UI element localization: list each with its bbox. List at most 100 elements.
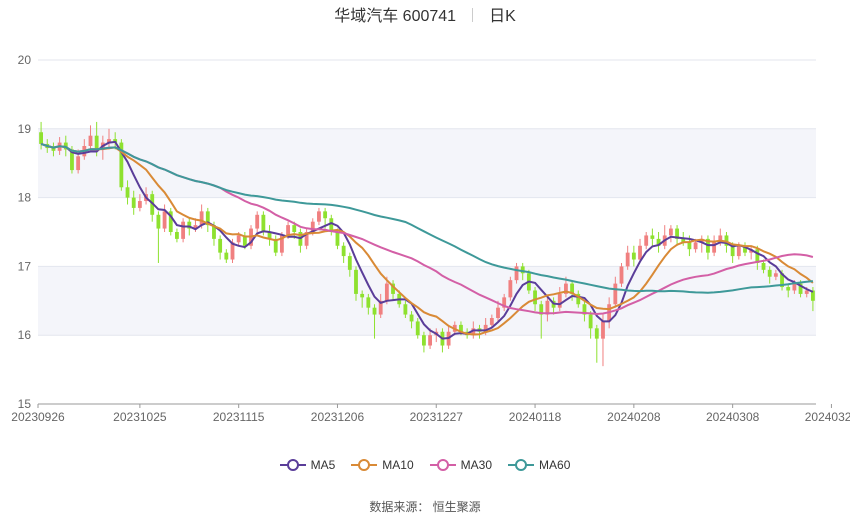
legend-item-ma5[interactable]: MA5 xyxy=(279,458,336,472)
candle xyxy=(403,300,408,318)
candle xyxy=(131,190,136,215)
candle-body xyxy=(489,318,494,325)
legend-label: MA30 xyxy=(460,458,493,472)
candle xyxy=(181,218,186,243)
candle xyxy=(168,207,173,236)
candle-body xyxy=(347,256,352,270)
candle xyxy=(539,300,544,339)
candle-body xyxy=(212,225,216,239)
x-tick-label: 20240208 xyxy=(607,410,661,424)
candle xyxy=(489,314,494,329)
candle-body xyxy=(428,335,433,346)
period-label[interactable]: 日K xyxy=(489,8,516,25)
candle-body xyxy=(286,225,290,236)
candle-body xyxy=(255,214,260,229)
candle-body xyxy=(718,235,723,243)
candle xyxy=(150,190,155,222)
candle xyxy=(125,180,130,205)
candle xyxy=(156,211,161,263)
candle-body xyxy=(403,304,408,315)
candle xyxy=(755,245,760,270)
stock-name: 华域汽车 600741 xyxy=(334,8,457,25)
candle-body xyxy=(502,297,507,308)
candle-body xyxy=(514,266,519,281)
candle xyxy=(786,283,791,298)
y-axis-ticks: 15 16 17 18 19 20 xyxy=(18,53,32,411)
legend-marker-icon xyxy=(351,459,378,471)
candle xyxy=(304,228,309,250)
candle-body xyxy=(656,238,661,246)
candle-body xyxy=(508,280,513,298)
candle xyxy=(656,232,661,253)
candle-body xyxy=(471,328,476,336)
legend-item-ma30[interactable]: MA30 xyxy=(429,458,493,472)
candle-body xyxy=(88,135,93,146)
legend: MA5 MA10 MA30 MA60 xyxy=(0,458,850,475)
candle-body xyxy=(767,269,772,277)
candle-body xyxy=(323,211,328,219)
candle xyxy=(119,139,124,191)
candle-body xyxy=(51,148,56,151)
candle-body xyxy=(564,283,568,294)
candle-body xyxy=(539,304,544,315)
candle-body xyxy=(798,283,803,294)
legend-item-ma10[interactable]: MA10 xyxy=(351,458,414,472)
candle xyxy=(391,280,395,301)
candle-body xyxy=(650,235,655,239)
candle xyxy=(767,266,772,284)
legend-item-ma60[interactable]: MA60 xyxy=(508,458,570,472)
candle-body xyxy=(588,314,593,329)
candle xyxy=(440,328,445,353)
candle-body xyxy=(187,221,192,229)
x-tick-label: 20231206 xyxy=(311,410,365,424)
candle-body xyxy=(218,238,223,253)
legend-label: MA5 xyxy=(310,458,336,472)
candle xyxy=(205,207,210,232)
legend-marker-icon xyxy=(279,459,306,471)
candle-body xyxy=(360,293,365,298)
candle-body xyxy=(786,287,791,291)
candle xyxy=(588,311,593,339)
chart-title: 华域汽车 600741 日K xyxy=(0,5,850,29)
title-divider xyxy=(472,8,474,22)
x-tick-label: 20231227 xyxy=(410,410,464,424)
candle-body xyxy=(366,297,371,308)
candle xyxy=(218,235,223,260)
candle-body xyxy=(545,300,550,315)
candle xyxy=(706,235,710,260)
candle xyxy=(668,225,673,243)
candle-body xyxy=(644,235,649,246)
candle xyxy=(372,304,377,339)
candle-body xyxy=(693,242,698,250)
candle-body xyxy=(329,218,334,232)
y-tick-label: 17 xyxy=(18,259,32,273)
legend-label: MA10 xyxy=(382,458,414,472)
grid-band xyxy=(38,128,816,198)
candle-body xyxy=(625,252,630,267)
candle xyxy=(267,225,272,246)
candle xyxy=(508,276,513,301)
candle-body xyxy=(483,324,488,332)
candle xyxy=(743,242,747,257)
candle-body xyxy=(631,252,636,260)
legend-label: MA60 xyxy=(539,458,571,472)
candle-body xyxy=(594,328,599,339)
candle-body xyxy=(792,283,797,291)
candle-body xyxy=(730,245,735,257)
candle-body xyxy=(459,324,463,332)
candle xyxy=(107,128,111,150)
y-tick-label: 19 xyxy=(18,122,32,136)
candle-body xyxy=(156,214,161,229)
candle-body xyxy=(236,235,241,243)
candle-body xyxy=(736,245,741,257)
y-tick-label: 15 xyxy=(18,397,32,411)
candle-body xyxy=(205,211,210,226)
candle-body xyxy=(613,283,618,305)
legend-marker-icon xyxy=(429,459,456,471)
candle xyxy=(594,324,599,363)
candle-body xyxy=(137,201,142,208)
candle-body xyxy=(687,242,692,250)
candle xyxy=(601,314,605,367)
x-tick-label: 20231025 xyxy=(113,410,167,424)
